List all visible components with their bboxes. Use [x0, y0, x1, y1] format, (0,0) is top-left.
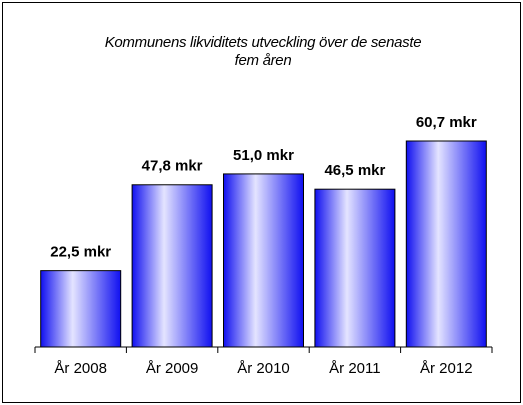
value-label: 51,0 mkr [233, 147, 294, 164]
x-tick-label: År 2011 [329, 360, 380, 377]
bar [405, 140, 487, 348]
bar [40, 270, 122, 348]
value-label: 46,5 mkr [324, 162, 385, 179]
value-label: 47,8 mkr [142, 158, 203, 175]
value-label: 22,5 mkr [50, 244, 111, 261]
bar [223, 173, 304, 348]
x-tick-label: År 2012 [420, 360, 473, 377]
x-tick-label: År 2010 [237, 360, 290, 377]
bar [131, 184, 213, 348]
x-tick-label: År 2008 [54, 360, 107, 377]
x-tick-label: År 2009 [146, 360, 199, 377]
chart-title: Kommunens likviditets utveckling över de… [104, 34, 422, 69]
bar [314, 188, 396, 348]
value-label: 60,7 mkr [416, 114, 477, 131]
